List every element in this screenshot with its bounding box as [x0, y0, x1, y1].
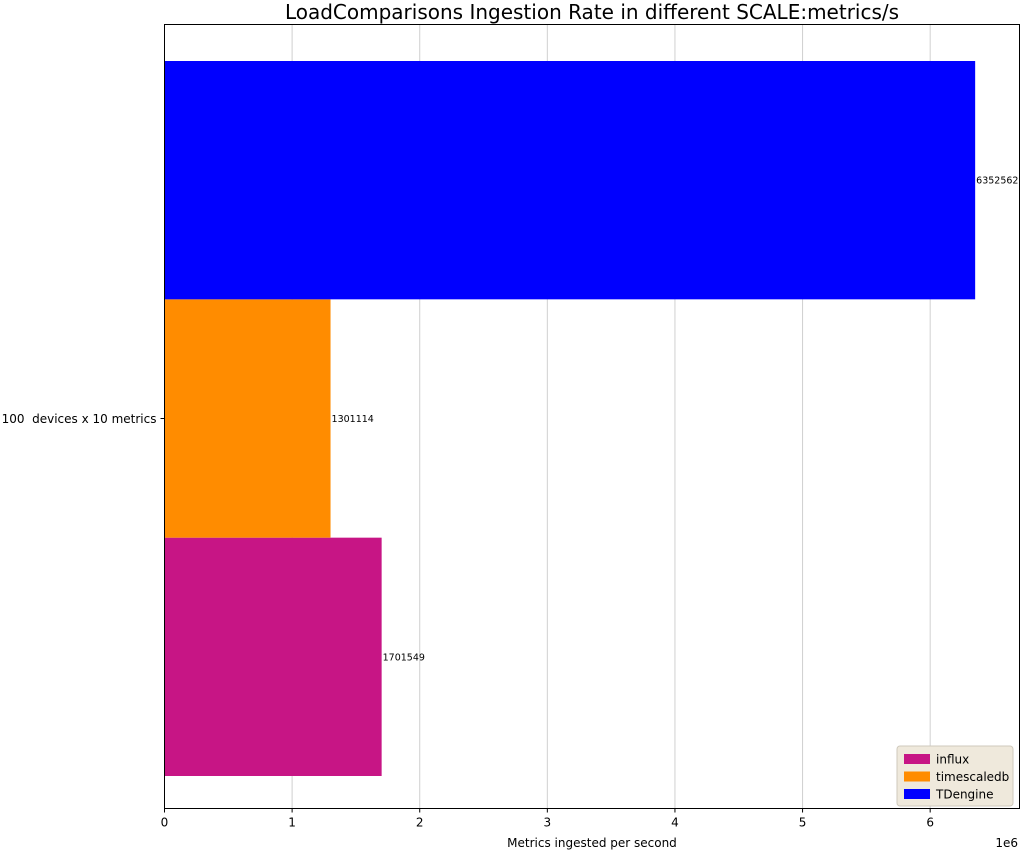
- y-axis: 100 devices x 10 metrics: [2, 412, 165, 426]
- bar-value-label: 1301114: [332, 414, 374, 425]
- y-tick-label: 100 devices x 10 metrics: [2, 412, 157, 426]
- bar-value-label: 6352562: [976, 176, 1018, 187]
- data-labels: 1701549 1301114 6352562: [332, 176, 1019, 664]
- x-tick-label: 1: [288, 816, 296, 830]
- x-tick-label: 4: [671, 816, 679, 830]
- bar-timescaledb: [164, 299, 331, 538]
- bar-influx: [164, 537, 382, 776]
- bars: [164, 61, 976, 776]
- x-tick-label: 6: [926, 816, 934, 830]
- chart-title: LoadComparisons Ingestion Rate in differ…: [285, 0, 899, 24]
- x-axis-label: Metrics ingested per second: [507, 836, 677, 850]
- plot-area-frame: [164, 24, 1020, 809]
- bar-value-label: 1701549: [383, 652, 425, 663]
- x-tick-label: 2: [416, 816, 424, 830]
- bar-tdengine: [164, 61, 976, 300]
- legend-swatch-timescaledb: [904, 771, 930, 782]
- x-tick-label: 0: [161, 816, 169, 830]
- legend-label-timescaledb: timescaledb: [936, 770, 1009, 784]
- x-axis: 0 1 2 3 4 5 6: [161, 808, 934, 830]
- x-tick-label: 3: [544, 816, 552, 830]
- legend-swatch-influx: [904, 754, 930, 764]
- legend: influx timescaledb TDengine: [896, 745, 1014, 807]
- legend-label-influx: influx: [936, 753, 969, 767]
- x-tick-label: 5: [799, 816, 807, 830]
- legend-swatch-tdengine: [904, 789, 930, 799]
- legend-label-tdengine: TDengine: [935, 788, 994, 802]
- x-axis-scale-label: 1e6: [995, 836, 1018, 850]
